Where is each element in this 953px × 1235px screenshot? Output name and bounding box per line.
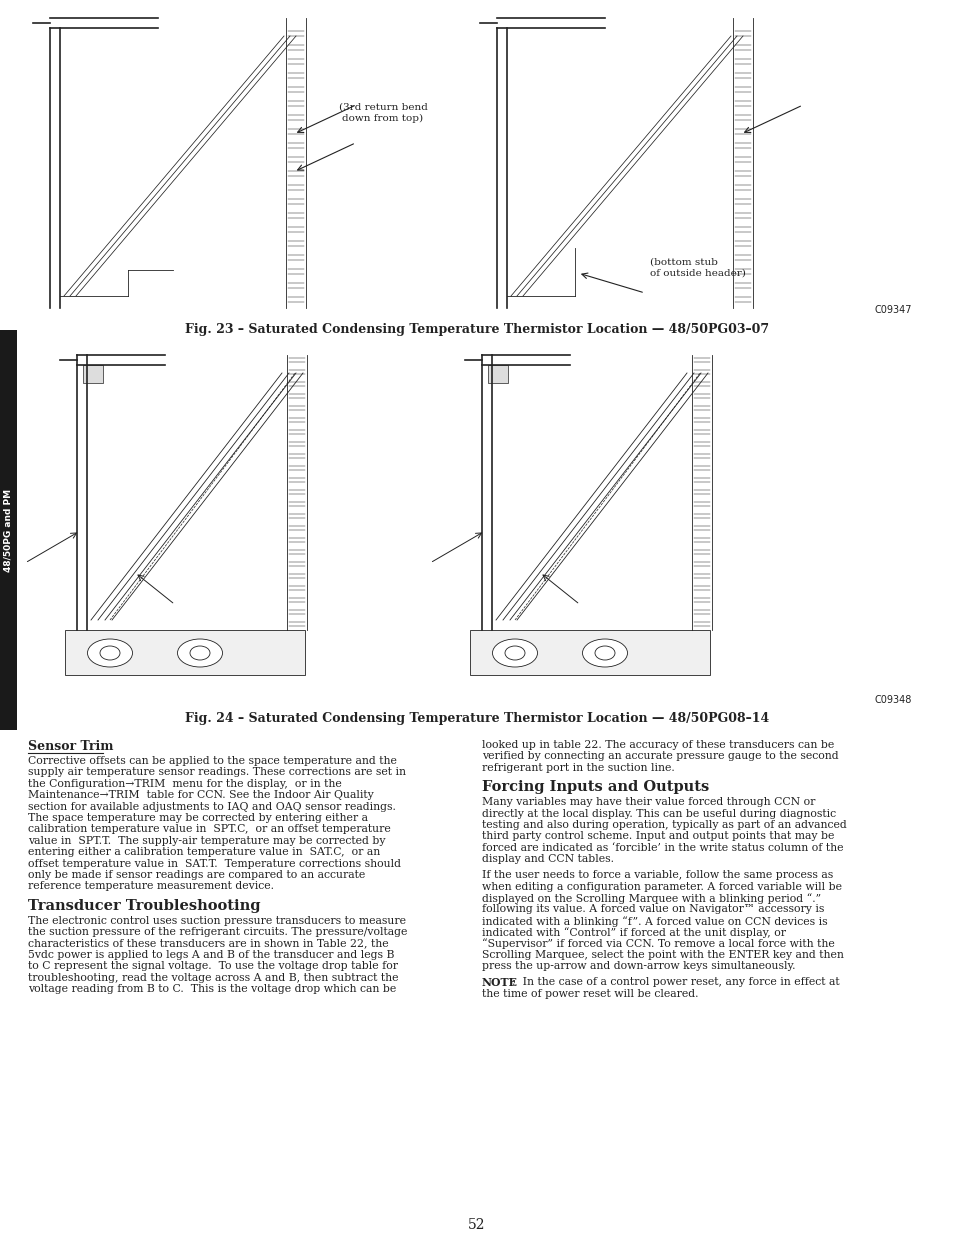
Text: C09348: C09348 xyxy=(874,695,911,705)
Ellipse shape xyxy=(190,646,210,659)
Ellipse shape xyxy=(492,638,537,667)
Text: testing and also during operation, typically as part of an advanced: testing and also during operation, typic… xyxy=(481,820,846,830)
Text: offset temperature value in  SAT.T.  Temperature corrections should: offset temperature value in SAT.T. Tempe… xyxy=(28,858,400,868)
Text: C09347: C09347 xyxy=(874,305,911,315)
Ellipse shape xyxy=(88,638,132,667)
Text: Fig. 24 – Saturated Condensing Temperature Thermistor Location — 48/50PG08–14: Fig. 24 – Saturated Condensing Temperatu… xyxy=(185,713,768,725)
Text: display and CCN tables.: display and CCN tables. xyxy=(481,855,614,864)
Text: calibration temperature value in  SPT.C,  or an offset temperature: calibration temperature value in SPT.C, … xyxy=(28,825,391,835)
Text: when editing a configuration parameter. A forced variable will be: when editing a configuration parameter. … xyxy=(481,882,841,892)
Text: indicated with a blinking “f”. A forced value on CCN devices is: indicated with a blinking “f”. A forced … xyxy=(481,916,827,926)
Text: Transducer Troubleshooting: Transducer Troubleshooting xyxy=(28,899,260,913)
Text: directly at the local display. This can be useful during diagnostic: directly at the local display. This can … xyxy=(481,809,835,819)
Text: 48/50PG and PM: 48/50PG and PM xyxy=(4,488,13,572)
Text: characteristics of these transducers are in shown in Table 22, the: characteristics of these transducers are… xyxy=(28,939,388,948)
Text: (3rd return bend
down from top): (3rd return bend down from top) xyxy=(338,103,427,122)
Bar xyxy=(65,630,305,676)
Ellipse shape xyxy=(582,638,627,667)
Text: press the up-arrow and down-arrow keys simultaneously.: press the up-arrow and down-arrow keys s… xyxy=(481,961,795,972)
Text: Many variables may have their value forced through CCN or: Many variables may have their value forc… xyxy=(481,798,815,808)
Text: Corrective offsets can be applied to the space temperature and the: Corrective offsets can be applied to the… xyxy=(28,756,396,766)
Text: looked up in table 22. The accuracy of these transducers can be: looked up in table 22. The accuracy of t… xyxy=(481,740,833,750)
Text: the suction pressure of the refrigerant circuits. The pressure/voltage: the suction pressure of the refrigerant … xyxy=(28,927,407,937)
Text: the Configuration→TRIM  menu for the display,  or in the: the Configuration→TRIM menu for the disp… xyxy=(28,779,341,789)
Text: :  In the case of a control power reset, any force in effect at: : In the case of a control power reset, … xyxy=(512,977,839,987)
Text: third party control scheme. Input and output points that may be: third party control scheme. Input and ou… xyxy=(481,831,834,841)
Text: Forcing Inputs and Outputs: Forcing Inputs and Outputs xyxy=(481,781,708,794)
Text: supply air temperature sensor readings. These corrections are set in: supply air temperature sensor readings. … xyxy=(28,767,406,777)
Bar xyxy=(0,330,17,730)
Text: verified by connecting an accurate pressure gauge to the second: verified by connecting an accurate press… xyxy=(481,751,838,762)
Text: forced are indicated as ‘forcible’ in the write status column of the: forced are indicated as ‘forcible’ in th… xyxy=(481,842,842,853)
Text: troubleshooting, read the voltage across A and B, then subtract the: troubleshooting, read the voltage across… xyxy=(28,973,398,983)
Text: Scrolling Marquee, select the point with the ENTER key and then: Scrolling Marquee, select the point with… xyxy=(481,950,843,960)
Text: 52: 52 xyxy=(468,1218,485,1233)
Text: The electronic control uses suction pressure transducers to measure: The electronic control uses suction pres… xyxy=(28,916,406,926)
Bar xyxy=(488,366,507,383)
Text: Maintenance→TRIM  table for CCN. See the Indoor Air Quality: Maintenance→TRIM table for CCN. See the … xyxy=(28,790,374,800)
Text: following its value. A forced value on Navigator™ accessory is: following its value. A forced value on N… xyxy=(481,904,823,914)
Ellipse shape xyxy=(595,646,615,659)
Text: Fig. 23 – Saturated Condensing Temperature Thermistor Location — 48/50PG03–07: Fig. 23 – Saturated Condensing Temperatu… xyxy=(185,324,768,336)
Text: refrigerant port in the suction line.: refrigerant port in the suction line. xyxy=(481,763,674,773)
Text: voltage reading from B to C.  This is the voltage drop which can be: voltage reading from B to C. This is the… xyxy=(28,984,395,994)
Text: section for available adjustments to IAQ and OAQ sensor readings.: section for available adjustments to IAQ… xyxy=(28,802,395,811)
Text: value in  SPT.T.  The supply-air temperature may be corrected by: value in SPT.T. The supply-air temperatu… xyxy=(28,836,385,846)
Text: The space temperature may be corrected by entering either a: The space temperature may be corrected b… xyxy=(28,813,368,823)
Text: NOTE: NOTE xyxy=(481,977,517,988)
Text: to C represent the signal voltage.  To use the voltage drop table for: to C represent the signal voltage. To us… xyxy=(28,961,397,972)
Text: displayed on the Scrolling Marquee with a blinking period “.”: displayed on the Scrolling Marquee with … xyxy=(481,893,821,904)
Text: “Supervisor” if forced via CCN. To remove a local force with the: “Supervisor” if forced via CCN. To remov… xyxy=(481,939,834,950)
Text: (bottom stub
of outside header): (bottom stub of outside header) xyxy=(649,258,745,278)
Text: only be made if sensor readings are compared to an accurate: only be made if sensor readings are comp… xyxy=(28,869,365,881)
Text: 5vdc power is applied to legs A and B of the transducer and legs B: 5vdc power is applied to legs A and B of… xyxy=(28,950,394,960)
Ellipse shape xyxy=(100,646,120,659)
Text: If the user needs to force a variable, follow the same process as: If the user needs to force a variable, f… xyxy=(481,871,832,881)
Bar xyxy=(470,630,709,676)
Text: reference temperature measurement device.: reference temperature measurement device… xyxy=(28,882,274,892)
Text: entering either a calibration temperature value in  SAT.C,  or an: entering either a calibration temperatur… xyxy=(28,847,380,857)
Ellipse shape xyxy=(177,638,222,667)
Text: indicated with “Control” if forced at the unit display, or: indicated with “Control” if forced at th… xyxy=(481,927,785,937)
Text: Sensor Trim: Sensor Trim xyxy=(28,740,113,753)
Ellipse shape xyxy=(504,646,524,659)
Text: the time of power reset will be cleared.: the time of power reset will be cleared. xyxy=(481,989,698,999)
Bar xyxy=(83,366,103,383)
